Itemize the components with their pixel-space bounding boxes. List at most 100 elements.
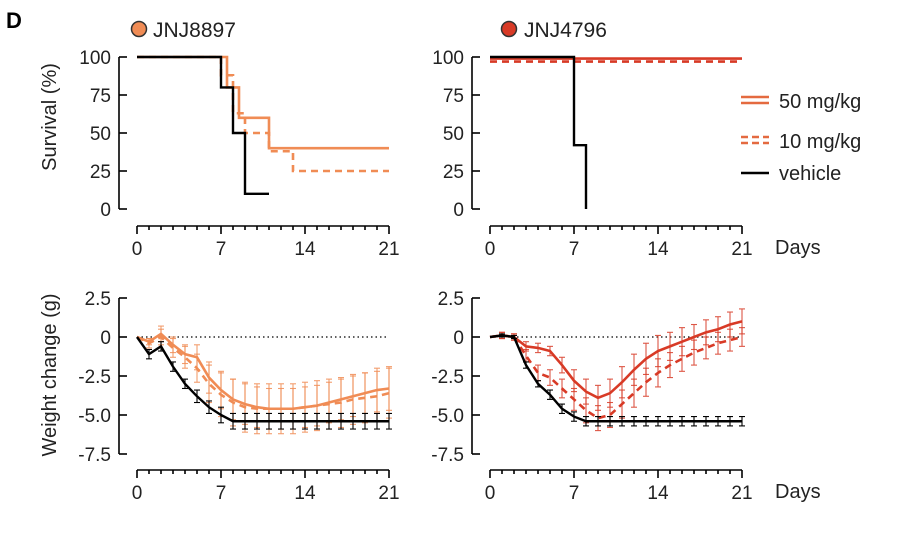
weight-chart-jnj4796: 2.5 0 -2.5 -5.0 -7.5 0 7 14 21 xyxy=(431,289,752,504)
y-tick-label: 75 xyxy=(443,86,464,107)
series-10-mg-kg xyxy=(137,55,389,173)
legend-item: vehicle xyxy=(741,163,841,185)
x-tick-label: 7 xyxy=(569,483,580,504)
error-bar xyxy=(362,412,368,430)
error-bar xyxy=(158,341,164,352)
weight-y-axis-label: Weight change (g) xyxy=(39,293,61,456)
series-line xyxy=(137,55,389,173)
error-bar xyxy=(715,416,721,427)
error-bar xyxy=(703,336,709,360)
legend-label: 10 mg/kg xyxy=(779,131,861,153)
y-tick-label: 2.5 xyxy=(438,289,464,310)
y-tick-label: 0 xyxy=(453,328,464,349)
error-bar xyxy=(266,412,272,430)
error-bar xyxy=(547,389,553,400)
y-tick-label: 100 xyxy=(79,48,111,69)
series-line xyxy=(490,55,588,209)
legend-item: 10 mg/kg xyxy=(741,131,861,153)
x-axis-unit-label: Days xyxy=(775,237,821,259)
x-tick-label: 0 xyxy=(132,483,143,504)
error-bar xyxy=(350,412,356,430)
error-bar xyxy=(559,403,565,414)
survival-chart-jnj8897: 0 25 50 75 100 0 7 14 21 xyxy=(79,48,399,260)
series-line xyxy=(137,55,389,150)
legend-label: 50 mg/kg xyxy=(779,91,861,113)
x-tick-label: 14 xyxy=(294,239,316,260)
error-bar xyxy=(278,412,284,430)
error-bar xyxy=(218,406,224,424)
error-bar xyxy=(523,361,529,369)
compound-marker-icon xyxy=(130,20,148,38)
compound-title: JNJ4796 xyxy=(524,19,607,42)
error-bar xyxy=(230,412,236,430)
weight-chart-jnj8897: 2.5 0 -2.5 -5.0 -7.5 0 7 14 21 xyxy=(78,289,399,504)
error-bar xyxy=(703,416,709,427)
error-bar xyxy=(727,416,733,427)
y-tick-label: 0 xyxy=(453,200,464,221)
y-tick-label: 2.5 xyxy=(85,289,111,310)
y-tick-label: 25 xyxy=(90,162,111,183)
y-tick-label: -2.5 xyxy=(78,367,111,388)
x-axis-unit-label: Days xyxy=(775,481,821,503)
error-bar xyxy=(643,416,649,427)
x-tick-label: 21 xyxy=(731,483,752,504)
error-bar xyxy=(146,348,152,360)
legend-item: 50 mg/kg xyxy=(741,91,861,113)
error-bar xyxy=(571,387,577,411)
x-tick-label: 0 xyxy=(132,239,143,260)
legend: 50 mg/kg 10 mg/kg vehicle xyxy=(741,91,861,185)
error-bar xyxy=(547,369,553,386)
compound-header-jnj8897: JNJ8897 xyxy=(130,19,236,42)
error-bar xyxy=(595,416,601,427)
error-bar xyxy=(667,352,673,379)
y-tick-label: 0 xyxy=(100,328,111,349)
compound-title: JNJ8897 xyxy=(153,19,236,42)
error-bar xyxy=(571,411,577,422)
x-tick-label: 7 xyxy=(569,239,580,260)
x-tick-label: 14 xyxy=(294,483,316,504)
series-line xyxy=(136,336,389,423)
error-bar xyxy=(739,416,745,427)
error-bar xyxy=(386,412,392,430)
series-vehicle xyxy=(489,333,745,427)
error-bar xyxy=(206,400,212,414)
error-bar xyxy=(254,412,260,430)
error-bar xyxy=(242,412,248,430)
series-line xyxy=(489,334,742,423)
y-tick-label: -7.5 xyxy=(78,445,111,466)
y-tick-label: 50 xyxy=(90,124,111,145)
error-bar xyxy=(314,412,320,430)
x-tick-label: 7 xyxy=(216,483,227,504)
x-tick-label: 14 xyxy=(647,483,669,504)
series-line xyxy=(137,55,269,195)
legend-label: vehicle xyxy=(779,163,841,185)
series-vehicle xyxy=(137,55,269,195)
x-tick-label: 21 xyxy=(378,483,399,504)
error-bar xyxy=(170,361,176,372)
error-bar xyxy=(206,364,212,404)
y-tick-label: 75 xyxy=(90,86,111,107)
error-bar xyxy=(338,412,344,430)
error-bar xyxy=(302,412,308,430)
error-bar xyxy=(691,339,697,366)
error-bar xyxy=(194,353,200,383)
error-bar xyxy=(182,378,188,390)
error-bar xyxy=(535,380,541,388)
y-tick-label: -7.5 xyxy=(431,445,464,466)
y-tick-label: 0 xyxy=(100,200,111,221)
error-bar xyxy=(655,358,661,388)
error-bar xyxy=(559,356,565,374)
series-vehicle xyxy=(490,55,588,209)
x-tick-label: 21 xyxy=(731,239,752,260)
error-bar xyxy=(667,416,673,427)
error-bar xyxy=(715,331,721,355)
error-bar xyxy=(739,327,745,347)
series-50-mg-kg xyxy=(137,55,389,150)
error-bar xyxy=(655,416,661,427)
y-tick-label: 25 xyxy=(443,162,464,183)
x-tick-label: 21 xyxy=(378,239,399,260)
x-tick-label: 14 xyxy=(647,239,669,260)
error-bar xyxy=(619,416,625,427)
y-tick-label: 100 xyxy=(432,48,464,69)
